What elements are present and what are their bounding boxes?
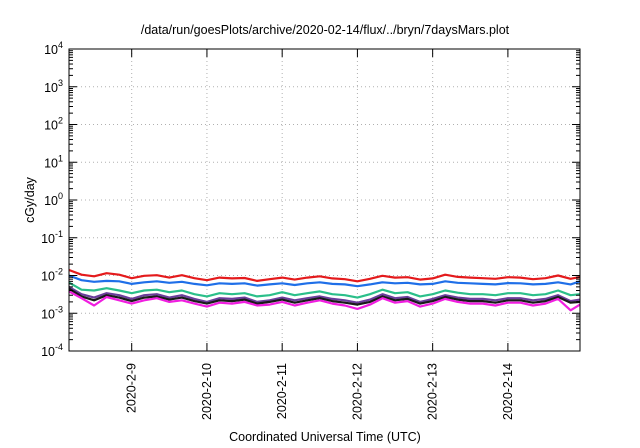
series-line-6 — [68, 290, 581, 312]
x-tick-label: 2020-2-9 — [125, 363, 139, 413]
y-axis-label: cGy/day — [23, 176, 37, 223]
grid-lines — [69, 49, 580, 351]
series-line-4 — [68, 285, 581, 304]
y-tick-label: 10-2 — [41, 267, 63, 284]
x-tick-label: 2020-2-13 — [426, 363, 440, 420]
y-tick-label: 100 — [44, 191, 63, 208]
y-tick-label: 10-3 — [41, 304, 63, 321]
axis-ticks: 10-4 10-3 10-2 10-1 100 101 102 103 104 2020-2-9 2… — [41, 40, 580, 420]
chart-title: /data/run/goesPlots/archive/2020-02-14/f… — [141, 23, 510, 37]
y-tick-label: 104 — [44, 40, 63, 57]
x-tick-label: 2020-2-14 — [501, 363, 515, 420]
x-axis-label: Coordinated Universal Time (UTC) — [229, 430, 421, 444]
x-tick-label: 2020-2-10 — [200, 363, 214, 420]
x-tick-label: 2020-2-11 — [275, 363, 289, 419]
y-tick-label: 103 — [44, 78, 63, 95]
y-tick-label: 10-4 — [41, 342, 63, 359]
y-tick-label: 101 — [44, 153, 63, 170]
plot-frame — [68, 48, 581, 352]
series-lines — [68, 268, 581, 312]
y-tick-label: 102 — [44, 116, 63, 133]
series-line-3 — [68, 281, 581, 299]
series-line-2 — [68, 274, 581, 288]
y-tick-label: 10-1 — [41, 229, 63, 246]
series-line-1 — [68, 268, 581, 283]
series-line-5 — [68, 287, 581, 306]
x-tick-label: 2020-2-12 — [350, 363, 364, 420]
